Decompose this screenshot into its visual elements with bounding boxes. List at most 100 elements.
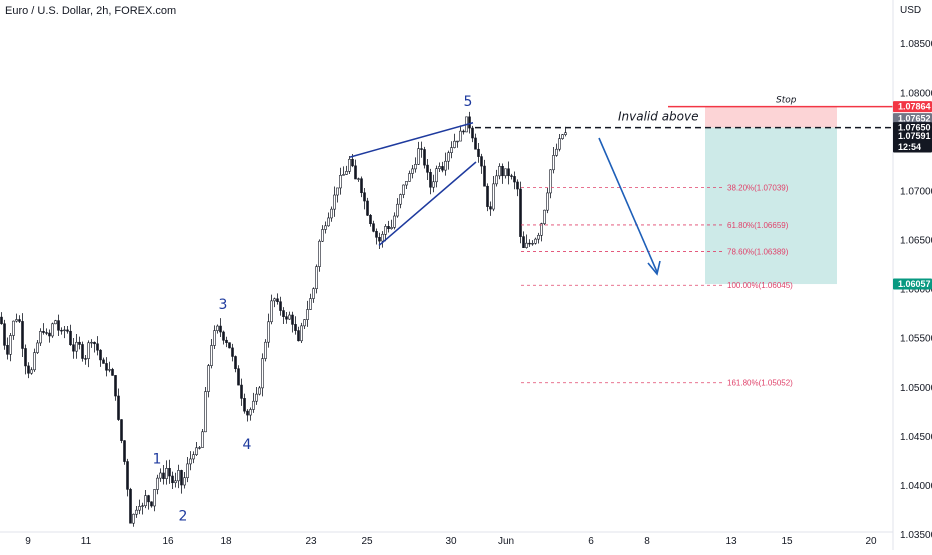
price-tag-sublabel: 12:54 [898,142,921,152]
candle-down [372,223,375,232]
candle-up [381,233,384,242]
candle-down [366,200,369,216]
candle-up [30,369,33,374]
candle-down [3,323,6,346]
candle-up [561,134,564,139]
price-tag [893,278,932,290]
candle-up [273,298,276,302]
candle-down [291,314,294,325]
candle-up [192,454,195,460]
candle-down [171,475,174,484]
candle-up [549,169,552,194]
candle-down [240,384,243,399]
price-tag-label: 1.07650 [898,123,931,133]
candle-up [138,506,141,511]
candle-down [225,339,228,343]
fib-level-label: 78.60%(1.06389) [727,247,789,256]
candle-down [477,148,480,157]
time-tick-label: 30 [445,536,457,547]
price-tag [893,130,932,153]
candle-up [552,155,555,171]
candle-down [150,501,153,507]
time-tick-label: 15 [781,536,793,547]
candle-down [105,363,108,371]
candle-up [156,477,159,490]
candle-down [219,325,222,333]
candle-up [327,217,330,227]
candle-down [60,329,63,332]
candle-up [315,266,318,290]
candle-down [486,185,489,207]
time-axis: 9 11 16 18 23 25 30 Jun 6 8 13 15 20 [0,531,893,547]
candle-up [564,132,567,135]
candle-down [117,395,120,420]
candle-up [252,400,255,410]
candle-down [507,168,510,177]
fib-level-label: 61.80%(1.06659) [727,221,789,230]
candle-up [393,215,396,228]
candle-up [39,331,42,344]
wave-label: 4 [243,437,252,453]
candle-up [540,223,543,236]
candle-down [528,242,531,245]
fib-level-label: 38.20%(1.07039) [727,184,789,193]
time-tick-label: 18 [220,536,232,547]
candle-up [12,320,15,336]
candle-down [93,341,96,345]
candle-down [126,461,129,490]
candle-up [174,480,177,484]
candle-up [135,509,138,515]
candle-up [87,342,90,359]
candle-up [207,365,210,392]
price-tick-label: 1.08000 [900,88,932,99]
candle-down [351,158,354,167]
candle-down [243,398,246,412]
candle-up [177,470,180,482]
candle-up [357,178,360,180]
candle-down [513,176,516,183]
candle-down [111,369,114,376]
candle-up [141,505,144,507]
price-tag-label: 1.07591 [898,131,931,141]
currency-label: USD [900,5,921,16]
time-tick-label: 13 [725,536,737,547]
candle-down [18,319,21,322]
candle-up [258,387,261,395]
candle-up [504,168,507,177]
candle-up [249,409,252,416]
projection-arrow-line [598,137,658,273]
candle-up [492,183,495,210]
candle-down [57,320,60,331]
candle-up [456,140,459,143]
price-tag [893,122,932,134]
time-tick-label: 23 [305,536,317,547]
candle-up [324,225,327,230]
candle-down [99,349,102,361]
candle-up [543,209,546,224]
candle-down [483,165,486,187]
price-tag-label: 1.07652 [898,114,931,124]
candle-up [195,447,198,455]
candle-down [180,470,183,486]
candle-up [402,184,405,195]
candle-up [450,147,453,153]
candle-up [555,148,558,156]
candle-up [216,325,219,331]
candle-down [228,342,231,349]
candle-up [108,369,111,371]
candle-down [120,419,123,441]
candle-down [519,188,522,237]
candle-down [378,237,381,242]
candle-up [144,495,147,507]
candle-up [333,194,336,210]
candle-down [96,343,99,351]
candle-up [321,229,324,242]
candle-up [495,175,498,185]
candle-down [510,175,513,177]
candle-up [339,174,342,189]
price-tick-label: 1.08500 [900,39,932,50]
candle-down [222,331,225,341]
price-tick-label: 1.04500 [900,432,932,443]
